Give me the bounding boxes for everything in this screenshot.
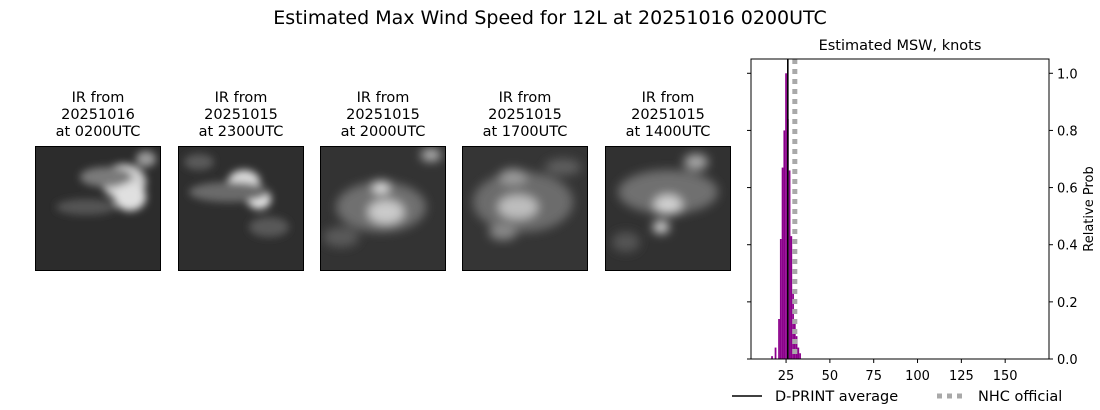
x-tick-label: 150 <box>993 369 1018 384</box>
histogram-bar-5 <box>783 130 786 359</box>
histogram-bar-9 <box>790 236 793 359</box>
x-tick-label: 125 <box>949 369 974 384</box>
histogram-bar-3 <box>779 239 782 359</box>
histogram-bar-4 <box>781 167 784 359</box>
ir-panel-3: IR from 20251015 at 2000UTC <box>320 90 446 271</box>
ir-panel-5: IR from 20251015 at 1400UTC <box>605 90 731 271</box>
x-tick-label: 75 <box>865 369 882 384</box>
histogram-bar-0 <box>771 356 773 359</box>
histogram-bar-14 <box>799 353 801 359</box>
suptitle: Estimated Max Wind Speed for 12L at 2025… <box>273 7 827 29</box>
y-tick-label: 0.0 <box>1057 353 1078 368</box>
histogram-bar-2 <box>778 319 780 359</box>
legend-dprint-label: D-PRINT average <box>775 389 898 405</box>
y-axis-ticks: 0.0 0.2 0.4 0.6 0.8 1.0 <box>747 67 1078 368</box>
ir-panel-1: IR from 20251016 at 0200UTC <box>35 90 161 271</box>
y-tick-label: 1.0 <box>1057 67 1078 82</box>
plot-area <box>750 58 1050 360</box>
ir-satellite-image <box>462 146 588 271</box>
ir-panel-4: IR from 20251015 at 1700UTC <box>462 90 588 271</box>
ir-caption: IR from 20251015 at 1400UTC <box>625 90 711 140</box>
histogram-bar-1 <box>774 347 777 359</box>
ir-satellite-image <box>605 146 731 271</box>
ir-caption: IR from 20251015 at 1700UTC <box>482 90 568 140</box>
histogram-bar-10 <box>792 293 794 359</box>
ir-caption: IR from 20251016 at 0200UTC <box>55 90 141 140</box>
legend-swatches: D-PRINT average NHC official <box>732 389 1062 405</box>
ir-satellite-image <box>35 146 161 271</box>
y-axis-label: Relative Prob <box>1082 166 1097 251</box>
x-tick-label: 100 <box>905 369 930 384</box>
ir-satellite-image <box>178 146 304 271</box>
histogram-bar-13 <box>797 347 800 359</box>
y-tick-label: 0.8 <box>1057 124 1078 139</box>
y-tick-label: 0.6 <box>1057 182 1078 197</box>
histogram-bar-8 <box>788 170 791 359</box>
legend-nhc-label: NHC official <box>978 389 1062 405</box>
ir-caption: IR from 20251015 at 2300UTC <box>198 90 284 140</box>
x-axis-ticks: 25 50 75 100 125 150 <box>778 359 1018 384</box>
histogram-bar-12 <box>795 336 798 359</box>
x-tick-label: 50 <box>822 369 839 384</box>
y-tick-label: 0.4 <box>1057 239 1078 254</box>
histogram-bars <box>771 73 801 360</box>
ir-caption: IR from 20251015 at 2000UTC <box>340 90 426 140</box>
ir-panel-2: IR from 20251015 at 2300UTC <box>178 90 304 271</box>
ir-satellite-image <box>320 146 446 271</box>
chart-title: Estimated MSW, knots <box>819 38 982 54</box>
y-tick-label: 0.2 <box>1057 296 1078 311</box>
x-tick-label: 25 <box>778 369 795 384</box>
histogram-bar-6 <box>785 73 787 360</box>
legend: D-PRINT average NHC official <box>730 386 1090 410</box>
